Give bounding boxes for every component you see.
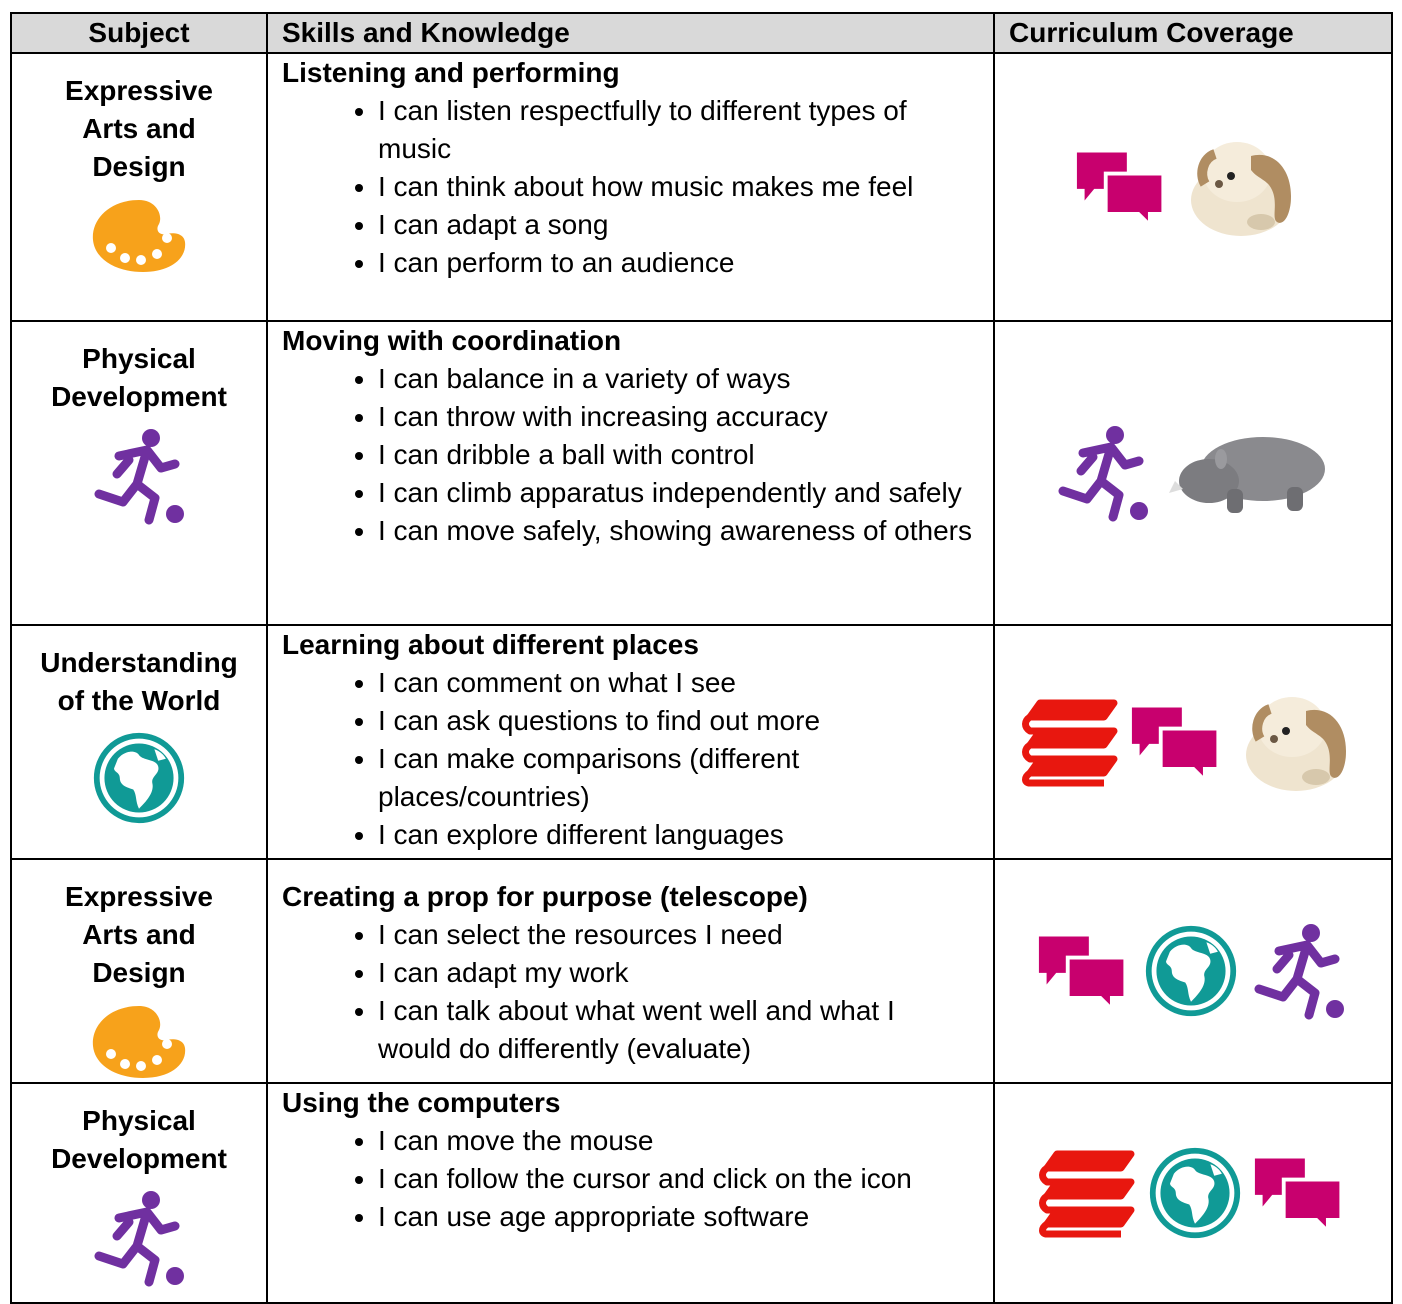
palette-icon — [89, 1002, 189, 1082]
rhino-icon — [1163, 423, 1333, 523]
header-cell: Subject — [10, 12, 268, 54]
skills-list: I can move the mouseI can follow the cur… — [364, 1122, 973, 1236]
skills-cell: Using the computersI can move the mouseI… — [266, 1082, 995, 1304]
skill-item: I can think about how music makes me fee… — [378, 168, 973, 206]
coverage-cell — [993, 52, 1393, 322]
skill-item: I can talk about what went well and what… — [378, 992, 973, 1068]
coverage-icons — [995, 687, 1391, 797]
skill-item: I can ask questions to find out more — [378, 702, 973, 740]
skills-heading: Learning about different places — [282, 629, 699, 660]
skill-item: I can follow the cursor and click on the… — [378, 1160, 973, 1198]
skills-cell: Listening and performing I can listen res… — [266, 52, 995, 322]
skill-item: I can make comparisons (different places… — [378, 740, 973, 816]
curriculum-table: Subject Skills and Knowledge Curriculum … — [10, 12, 1393, 1304]
skills-cell: Learning about different places I can com… — [266, 624, 995, 860]
skill-item: I can adapt a song — [378, 206, 973, 244]
skills-list: I can balance in a variety of waysI can … — [364, 360, 973, 550]
document: Subject Skills and Knowledge Curriculum … — [10, 12, 1393, 1304]
skills-heading: Moving with coordination — [282, 325, 622, 356]
skill-item: I can move safely, showing awareness of … — [378, 512, 973, 550]
skill-item: I can comment on what I see — [378, 664, 973, 702]
bubbles-icon — [1075, 148, 1171, 226]
subject-name: Understanding of the World — [40, 647, 238, 716]
subject-cell: Understanding of the World — [10, 624, 268, 860]
skill-item: I can climb apparatus independently and … — [378, 474, 973, 512]
globe-icon — [91, 730, 187, 826]
coverage-icons — [995, 921, 1391, 1021]
runner-icon — [1053, 423, 1153, 523]
header-cell: Skills and Knowledge — [266, 12, 995, 54]
skill-item: I can use age appropriate software — [378, 1198, 973, 1236]
skill-item: I can perform to an audience — [378, 244, 973, 282]
runner-icon — [1249, 921, 1349, 1021]
coverage-cell — [993, 858, 1393, 1084]
runner-icon — [89, 426, 189, 526]
coverage-icons — [995, 423, 1391, 523]
skills-heading: Using the computers — [282, 1087, 561, 1118]
subject-name: Expressive Arts and Design — [65, 75, 213, 182]
table-row: Physical Development Moving with coordina… — [10, 320, 1393, 626]
bubbles-icon — [1037, 932, 1133, 1010]
skill-item: I can explore different languages — [378, 816, 973, 854]
skill-item: I can balance in a variety of ways — [378, 360, 973, 398]
skill-item: I can listen respectfully to different t… — [378, 92, 973, 168]
skill-item: I can adapt my work — [378, 954, 973, 992]
coverage-cell — [993, 1082, 1393, 1304]
books-icon — [1020, 697, 1120, 787]
subject-cell: Expressive Arts and Design — [10, 52, 268, 322]
header-row: Subject Skills and Knowledge Curriculum … — [10, 12, 1393, 54]
bunny-icon — [1236, 687, 1366, 797]
skills-heading: Creating a prop for purpose (telescope) — [282, 881, 808, 912]
globe-icon — [1143, 923, 1239, 1019]
subject-cell: Physical Development — [10, 320, 268, 626]
coverage-cell — [993, 624, 1393, 860]
bubbles-icon — [1130, 703, 1226, 781]
bubbles-icon — [1253, 1154, 1349, 1232]
subject-name: Physical Development — [51, 1105, 227, 1174]
palette-icon — [89, 196, 189, 276]
subject-cell: Expressive Arts and Design — [10, 858, 268, 1084]
globe-icon — [1147, 1145, 1243, 1241]
header-cell: Curriculum Coverage — [993, 12, 1393, 54]
skills-cell: Moving with coordination I can balance in… — [266, 320, 995, 626]
skill-item: I can move the mouse — [378, 1122, 973, 1160]
table-row: Expressive Arts and Design Listening and … — [10, 52, 1393, 322]
table-row: Understanding of the World Learning about… — [10, 624, 1393, 860]
skills-heading: Listening and performing — [282, 57, 620, 88]
table-row: Physical Development Using the computers I… — [10, 1082, 1393, 1304]
bunny-icon — [1181, 132, 1311, 242]
skill-item: I can throw with increasing accuracy — [378, 398, 973, 436]
subject-name: Physical Development — [51, 343, 227, 412]
books-icon — [1037, 1148, 1137, 1238]
subject-name: Expressive Arts and Design — [65, 881, 213, 988]
skills-cell: Creating a prop for purpose (telescope) I… — [266, 858, 995, 1084]
table-row: Expressive Arts and Design Creating a pro… — [10, 858, 1393, 1084]
skills-list: I can select the resources I needI can a… — [364, 916, 973, 1068]
runner-icon — [89, 1188, 189, 1288]
skill-item: I can dribble a ball with control — [378, 436, 973, 474]
coverage-icons — [995, 1145, 1391, 1241]
skills-list: I can comment on what I seeI can ask que… — [364, 664, 973, 854]
skills-list: I can listen respectfully to different t… — [364, 92, 973, 282]
subject-cell: Physical Development — [10, 1082, 268, 1304]
coverage-icons — [995, 132, 1391, 242]
coverage-cell — [993, 320, 1393, 626]
page: Subject Skills and Knowledge Curriculum … — [0, 0, 1402, 1270]
skill-item: I can select the resources I need — [378, 916, 973, 954]
